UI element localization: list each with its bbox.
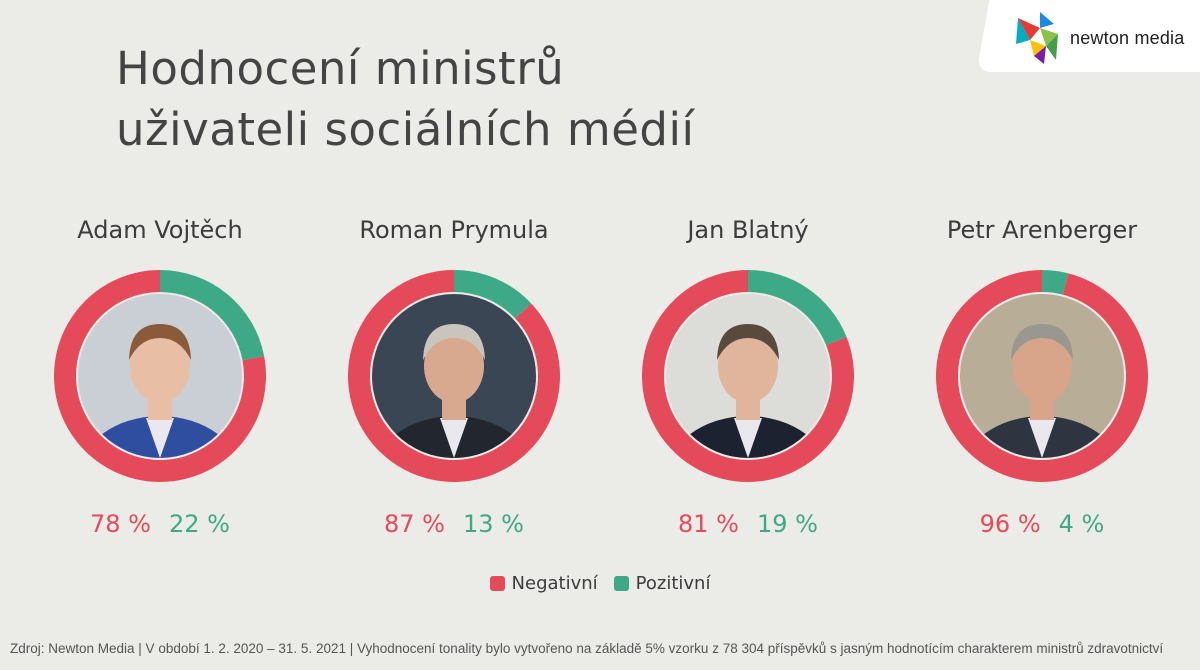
minister-card-roman-prymula: Roman Prymula 87 % 13 % (334, 210, 574, 538)
percent-labels: 96 % 4 % (922, 510, 1162, 538)
logo-text: newton media (1070, 27, 1185, 48)
positive-percent-label: 19 % (757, 510, 818, 538)
legend-label-negative: Negativní (511, 573, 598, 594)
negative-percent-label: 87 % (384, 510, 445, 538)
positive-slice-petr-arenberger (1042, 270, 1069, 295)
positive-slice-jan-blatny (748, 270, 847, 346)
source-note: Zdroj: Newton Media | V období 1. 2. 202… (10, 641, 1164, 656)
positive-percent-label: 22 % (169, 510, 230, 538)
portrait-photo-adam-vojtech (78, 294, 242, 458)
minister-card-adam-vojtech: Adam Vojtěch 78 % 22 % (40, 210, 280, 538)
positive-slice-adam-vojtech (160, 270, 265, 361)
minister-name: Petr Arenberger (946, 216, 1138, 244)
page-title: Hodnocení ministrů uživateli sociálních … (116, 38, 694, 160)
minister-name: Roman Prymula (359, 216, 549, 244)
title-line-2: uživateli sociálních médií (116, 103, 695, 156)
donut-chart-roman-prymula (348, 270, 560, 482)
legend-label-positive: Pozitivní (635, 573, 711, 594)
minister-card-petr-arenberger: Petr Arenberger 96 % 4 % (922, 210, 1162, 538)
portrait-photo-jan-blatny (666, 294, 830, 458)
minister-name: Adam Vojtěch (77, 216, 243, 244)
newton-media-logo: newton media (1014, 10, 1184, 66)
donut-chart-adam-vojtech (53, 270, 266, 482)
portrait-photo-roman-prymula (372, 294, 536, 458)
percent-labels: 81 % 19 % (628, 510, 868, 538)
percent-labels: 78 % 22 % (40, 510, 280, 538)
legend-item-negative: Negativní (489, 573, 598, 594)
donut-chart-petr-arenberger (936, 270, 1148, 482)
legend-swatch-negative (489, 576, 505, 591)
negative-percent-label: 96 % (979, 510, 1041, 538)
minister-card-jan-blatny: Jan Blatný 81 % 19 % (628, 210, 868, 538)
newton-media-logo-icon (1016, 12, 1058, 64)
chart-legend: Negativní Pozitivní (0, 573, 1200, 594)
negative-percent-label: 78 % (90, 510, 151, 538)
portrait-photo-petr-arenberger (960, 294, 1124, 458)
legend-swatch-positive (613, 576, 629, 591)
percent-labels: 87 % 13 % (334, 510, 574, 538)
positive-percent-label: 4 % (1058, 510, 1105, 538)
minister-name: Jan Blatný (687, 216, 809, 244)
positive-slice-roman-prymula (454, 270, 532, 319)
title-line-1: Hodnocení ministrů (116, 42, 565, 95)
negative-percent-label: 81 % (678, 510, 739, 538)
legend-item-positive: Pozitivní (613, 573, 711, 594)
donut-chart-jan-blatny (642, 270, 854, 482)
positive-percent-label: 13 % (463, 510, 524, 538)
